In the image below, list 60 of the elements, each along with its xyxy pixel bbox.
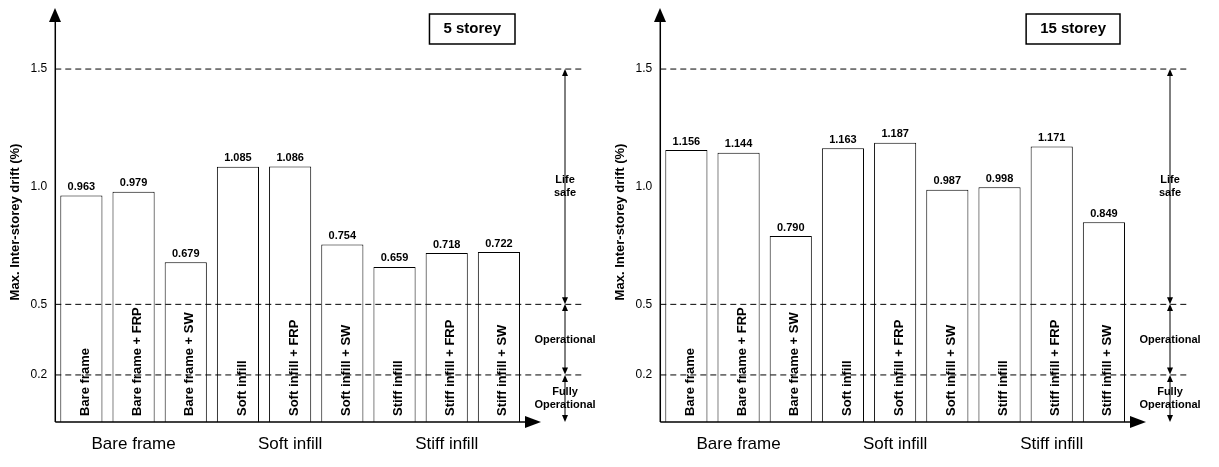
y-tick-label: 0.5	[635, 296, 653, 311]
text: Bare frame	[91, 434, 176, 454]
data-label: 0.987	[933, 174, 962, 187]
text: Stiff infill	[1020, 434, 1084, 454]
y-tick-label: 1.0	[635, 179, 653, 194]
text: Operational	[1139, 332, 1201, 345]
x-tick-label: Soft infill + FRP	[890, 319, 906, 416]
data-label: 1.086	[276, 151, 304, 163]
data-label: 0.718	[432, 237, 461, 250]
x-tick-label: Soft infill + FRP	[285, 319, 301, 416]
data-label: 0.849	[1090, 206, 1118, 219]
x-tick-label: Bare frame + FRP	[734, 306, 750, 416]
x-tick-label: Stiff infill + SW	[494, 323, 510, 416]
text: Operational	[534, 332, 596, 345]
x-tick-label: Soft infill + SW	[942, 323, 958, 416]
data-label: 0.963	[67, 179, 96, 192]
y-tick-label: 0.2	[30, 367, 48, 382]
x-tick-label: Bare frame	[76, 348, 92, 416]
data-label: 1.085	[224, 151, 252, 164]
x-tick-label: Bare frame + SW	[181, 311, 197, 416]
data-label: 1.171	[1037, 131, 1066, 143]
x-tick-label: Bare frame + SW	[786, 311, 802, 416]
y-axis-title: Max. Inter-storey drift (%)	[7, 143, 23, 301]
data-label: 1.156	[672, 134, 701, 147]
chart-title: 15 storey	[1040, 19, 1107, 37]
y-tick-label: 1.0	[30, 179, 48, 194]
data-label: 0.722	[485, 236, 513, 249]
data-label: 0.679	[171, 246, 200, 259]
text: Fully Operational	[1139, 385, 1201, 410]
data-label: 0.998	[985, 171, 1014, 184]
data-label: 0.659	[380, 251, 409, 264]
text: Life safe	[1158, 173, 1182, 199]
y-tick-label: 0.2	[635, 367, 653, 382]
x-tick-label: Bare frame	[681, 348, 697, 416]
text: Life safe	[553, 173, 577, 199]
data-label: 1.187	[881, 127, 909, 140]
data-label: 0.979	[119, 176, 148, 189]
y-tick-label: 0.5	[30, 296, 48, 311]
data-label: 0.790	[776, 220, 805, 233]
text: Fully Operational	[534, 385, 596, 410]
text: Soft infill	[258, 434, 323, 454]
text: Stiff infill	[415, 434, 479, 454]
text: Bare frame	[696, 434, 781, 454]
data-label: 1.144	[724, 137, 754, 150]
data-label: 0.754	[328, 229, 357, 242]
y-tick-label: 1.5	[30, 61, 48, 76]
x-tick-label: Stiff infill	[390, 360, 406, 416]
data-label: 1.163	[829, 132, 857, 145]
x-tick-label: Soft infill	[233, 360, 249, 416]
x-tick-label: Soft infill	[838, 360, 854, 416]
x-tick-label: Stiff infill + FRP	[1047, 319, 1063, 416]
x-tick-label: Soft infill + SW	[337, 323, 353, 416]
x-tick-label: Bare frame + FRP	[129, 306, 145, 416]
chart-title: 5 storey	[443, 19, 502, 37]
text: Soft infill	[863, 434, 928, 454]
y-axis-title: Max. Inter-storey drift (%)	[612, 143, 628, 301]
x-tick-label: Stiff infill	[995, 360, 1011, 416]
x-tick-label: Stiff infill + SW	[1099, 323, 1115, 416]
y-tick-label: 1.5	[635, 61, 653, 76]
x-tick-label: Stiff infill + FRP	[442, 319, 458, 416]
